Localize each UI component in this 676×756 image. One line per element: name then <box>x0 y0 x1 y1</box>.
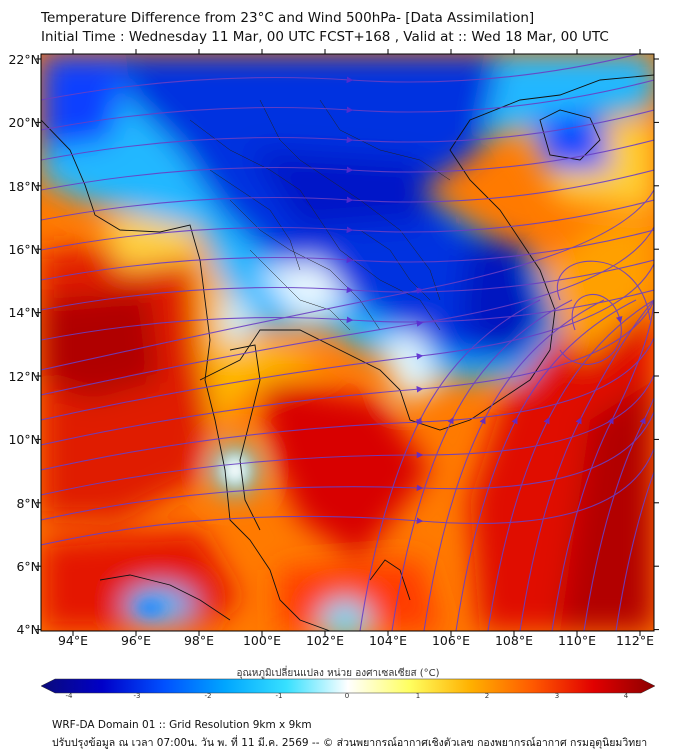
wind-streamline <box>41 226 654 396</box>
wind-streamline <box>41 169 654 221</box>
colorbar-tick: -2 <box>204 692 212 700</box>
colorbar-tick: 0 <box>344 692 350 700</box>
wind-streamline <box>41 109 654 161</box>
colorbar-tick: -4 <box>65 692 73 700</box>
lon-label: 110°E <box>557 633 596 648</box>
wind-streamline <box>487 299 654 631</box>
footer-model-info: WRF-DA Domain 01 :: Grid Resolution 9km … <box>52 719 312 731</box>
wind-streamline <box>583 300 654 631</box>
colorbar-tick: 3 <box>554 692 560 700</box>
colorbar-tick: -1 <box>275 692 283 700</box>
colorbar-tick: 2 <box>484 692 490 700</box>
lon-label: 108°E <box>494 633 533 648</box>
wind-streamline <box>359 299 541 631</box>
wind-streamline <box>41 199 654 251</box>
wind-streamline <box>41 300 654 446</box>
lat-label: 22°N <box>8 52 40 67</box>
wind-streamline <box>41 54 641 101</box>
wind-streamline <box>41 189 654 371</box>
temperature-field <box>41 54 654 631</box>
lat-label: 16°N <box>8 242 40 257</box>
colorbar-tick: 1 <box>415 692 421 700</box>
wind-streamline <box>551 299 654 631</box>
lon-label: 104°E <box>368 633 407 648</box>
lat-label: 14°N <box>8 305 40 320</box>
lon-label: 112°E <box>615 633 654 648</box>
lat-label: 8°N <box>16 496 40 511</box>
wind-streamline <box>41 79 654 131</box>
lon-label: 106°E <box>431 633 470 648</box>
map-subtitle: Initial Time : Wednesday 11 Mar, 00 UTC … <box>41 29 609 45</box>
wind-streamline <box>41 139 654 191</box>
lon-label: 102°E <box>305 633 344 648</box>
wind-streamline <box>391 299 573 631</box>
lon-label: 100°E <box>242 633 281 648</box>
axis-ticks <box>36 49 659 636</box>
wind-streamline <box>41 337 654 471</box>
wind-streamline <box>557 260 651 321</box>
footer-credit: ปรับปรุงข้อมูล ณ เวลา 07:00น. วัน พ. ที่… <box>52 737 648 749</box>
wind-streamline <box>455 299 637 631</box>
wind-streamline <box>41 263 654 421</box>
lat-label: 20°N <box>8 115 40 130</box>
coastlines <box>41 74 654 631</box>
lat-label: 12°N <box>8 369 40 384</box>
colorbar-tick: -3 <box>133 692 141 700</box>
lat-label: 4°N <box>16 622 40 637</box>
colorbar-tick: 4 <box>623 692 629 700</box>
colorbar-title: อุณหภูมิเปลี่ยนแปลง หน่วย องศาเซลเซียส (… <box>236 668 440 679</box>
wind-streamline <box>559 294 623 365</box>
lon-label: 94°E <box>57 633 89 648</box>
wind-streamline <box>41 259 654 311</box>
wind-streamline <box>615 300 654 631</box>
wind-streamline <box>41 448 654 546</box>
map-frame <box>40 53 655 632</box>
wind-streamline <box>519 299 654 631</box>
wind-streamline <box>41 289 654 341</box>
borders <box>189 99 451 331</box>
lat-label: 18°N <box>8 179 40 194</box>
wind-streamline <box>41 229 654 281</box>
lat-label: 6°N <box>16 559 40 574</box>
wind-streamline <box>41 411 654 521</box>
wind-streamline <box>423 299 605 631</box>
wind-streamlines <box>41 54 654 631</box>
lat-label: 10°N <box>8 432 40 447</box>
lon-label: 98°E <box>183 633 215 648</box>
lon-label: 96°E <box>120 633 152 648</box>
map-title: Temperature Difference from 23°C and Win… <box>41 10 535 26</box>
colorbar <box>40 678 656 694</box>
